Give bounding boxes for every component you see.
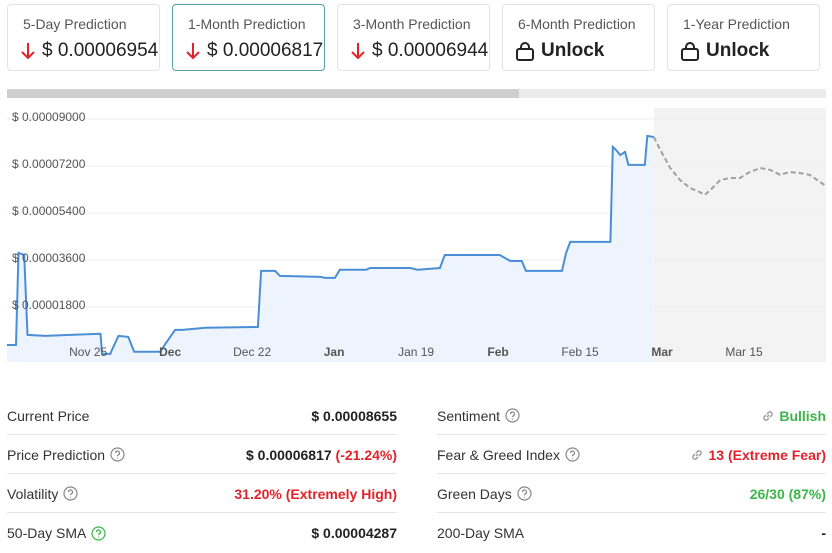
x-tick-label: Jan 19 (398, 345, 434, 359)
y-tick-label: $ 0.00005400 (12, 204, 86, 218)
stat-value-wrap: - (821, 525, 826, 541)
card-title: 3-Month Prediction (353, 16, 471, 32)
prediction-card[interactable]: 6-Month Prediction Unlock (502, 4, 655, 71)
card-value: Unlock (706, 40, 770, 61)
help-icon (110, 447, 125, 462)
stat-value-wrap: 13 (Extreme Fear) (690, 447, 826, 463)
scroll-thumb[interactable] (7, 89, 519, 98)
x-tick-label: Feb 15 (561, 345, 599, 359)
card-value: $ 0.00006944 (372, 40, 489, 61)
stat-value-wrap: $ 0.00006817 (-21.24%) (246, 447, 397, 463)
chart: $ 0.00001800 $ 0.00003600 $ 0.00005400 $ 0.… (7, 89, 827, 362)
stat-label-wrap: Sentiment (437, 408, 520, 424)
stat-label: Green Days (437, 485, 512, 502)
stat-row: Current Price $ 0.00008655 (7, 397, 397, 435)
x-tick-label: Jan (324, 345, 345, 359)
x-tick-label: Dec 22 (233, 345, 271, 359)
stat-label: Price Prediction (7, 446, 106, 463)
prediction-card[interactable]: 1-Year Prediction Unlock (667, 4, 820, 71)
forecast-shade (653, 108, 826, 362)
help-icon (91, 525, 106, 541)
y-tick-label: $ 0.00009000 (12, 110, 86, 124)
stat-value-wrap: $ 0.00008655 (311, 408, 397, 424)
stat-label-wrap: 200-Day SMA (437, 525, 524, 541)
stat-value: - (821, 525, 826, 541)
stat-value: 13 (Extreme Fear) (708, 446, 826, 463)
stat-label: Sentiment (437, 407, 501, 424)
stat-label-wrap: Volatility (7, 486, 78, 502)
down-arrow-icon (21, 43, 35, 60)
stat-row: 200-Day SMA - (437, 514, 826, 552)
y-tick-label: $ 0.00003600 (12, 251, 86, 265)
stat-value: 31.20% (Extremely High) (234, 485, 397, 502)
help-icon (63, 486, 78, 501)
x-tick-label: Dec (159, 345, 181, 359)
stat-value: $ 0.00008655 (311, 407, 397, 424)
card-value: Unlock (541, 40, 605, 61)
stat-value: $ 0.00004287 (311, 525, 397, 541)
card-value: $ 0.00006954 (42, 40, 159, 61)
stat-label-wrap: Green Days (437, 486, 532, 502)
down-arrow-icon (351, 43, 365, 60)
prediction-card[interactable]: 5-Day Prediction $ 0.00006954 (7, 4, 160, 71)
stat-label: Volatility (7, 485, 59, 502)
stat-value-wrap: 26/30 (87%) (750, 486, 826, 502)
stat-row: 50-Day SMA $ 0.00004287 (7, 514, 397, 552)
price-line (7, 134, 654, 355)
stat-label: 50-Day SMA (7, 525, 87, 541)
x-tick-label: Mar (651, 345, 673, 359)
prediction-card[interactable]: 1-Month Prediction $ 0.00006817 (172, 4, 325, 71)
price-line (652, 136, 827, 197)
y-tick-label: $ 0.00001800 (12, 298, 86, 312)
link-icon (692, 449, 703, 460)
x-tick-label: Nov 25 (69, 345, 107, 359)
card-value-row: $ 0.00006954 (20, 40, 158, 62)
help-icon (565, 447, 580, 462)
link-icon (763, 410, 774, 421)
card-title: 1-Month Prediction (188, 16, 306, 32)
help-icon (517, 486, 532, 501)
card-value-row: Unlock (680, 40, 769, 62)
stat-label: 200-Day SMA (437, 525, 525, 541)
stat-label: Fear & Greed Index (437, 446, 560, 463)
stat-value: 26/30 (87%) (749, 485, 826, 502)
area (7, 135, 654, 362)
stat-row: Fear & Greed Index 13 (Extreme Fear) (437, 436, 826, 474)
x-tick-label: Feb (487, 345, 508, 359)
stat-label-wrap: 50-Day SMA (7, 525, 106, 541)
card-title: 6-Month Prediction (518, 16, 636, 32)
card-value-row: $ 0.00006944 (350, 40, 488, 62)
lock-icon (516, 42, 534, 61)
stat-value: $ 0.00006817 (246, 446, 332, 463)
stat-row: Price Prediction $ 0.00006817 (-21.24%) (7, 436, 397, 474)
x-tick-label: Mar 15 (725, 345, 763, 359)
prediction-card[interactable]: 3-Month Prediction $ 0.00006944 (337, 4, 490, 71)
card-value: $ 0.00006817 (207, 40, 324, 61)
card-value-row: $ 0.00006817 (185, 40, 323, 62)
stat-value-wrap: 31.20% (Extremely High) (234, 486, 397, 502)
stat-value: Bullish (779, 407, 826, 424)
stat-row: Sentiment Bullish (437, 397, 826, 435)
card-title: 5-Day Prediction (23, 16, 127, 32)
stat-label-wrap: Price Prediction (7, 447, 125, 463)
down-arrow-icon (186, 43, 200, 60)
help-icon (505, 408, 520, 423)
stat-value-wrap: Bullish (761, 408, 826, 424)
stat-value-wrap: $ 0.00004287 (311, 525, 397, 541)
card-value-row: Unlock (515, 40, 604, 62)
stat-row: Volatility 31.20% (Extremely High) (7, 475, 397, 513)
stat-label-wrap: Current Price (7, 408, 89, 424)
stat-change: (-21.24%) (331, 446, 397, 463)
stat-row: Green Days 26/30 (87%) (437, 475, 826, 513)
card-title: 1-Year Prediction (683, 16, 790, 32)
y-tick-label: $ 0.00007200 (12, 157, 86, 171)
lock-icon (681, 42, 699, 61)
stat-label-wrap: Fear & Greed Index (437, 447, 580, 463)
stat-label: Current Price (7, 407, 90, 424)
